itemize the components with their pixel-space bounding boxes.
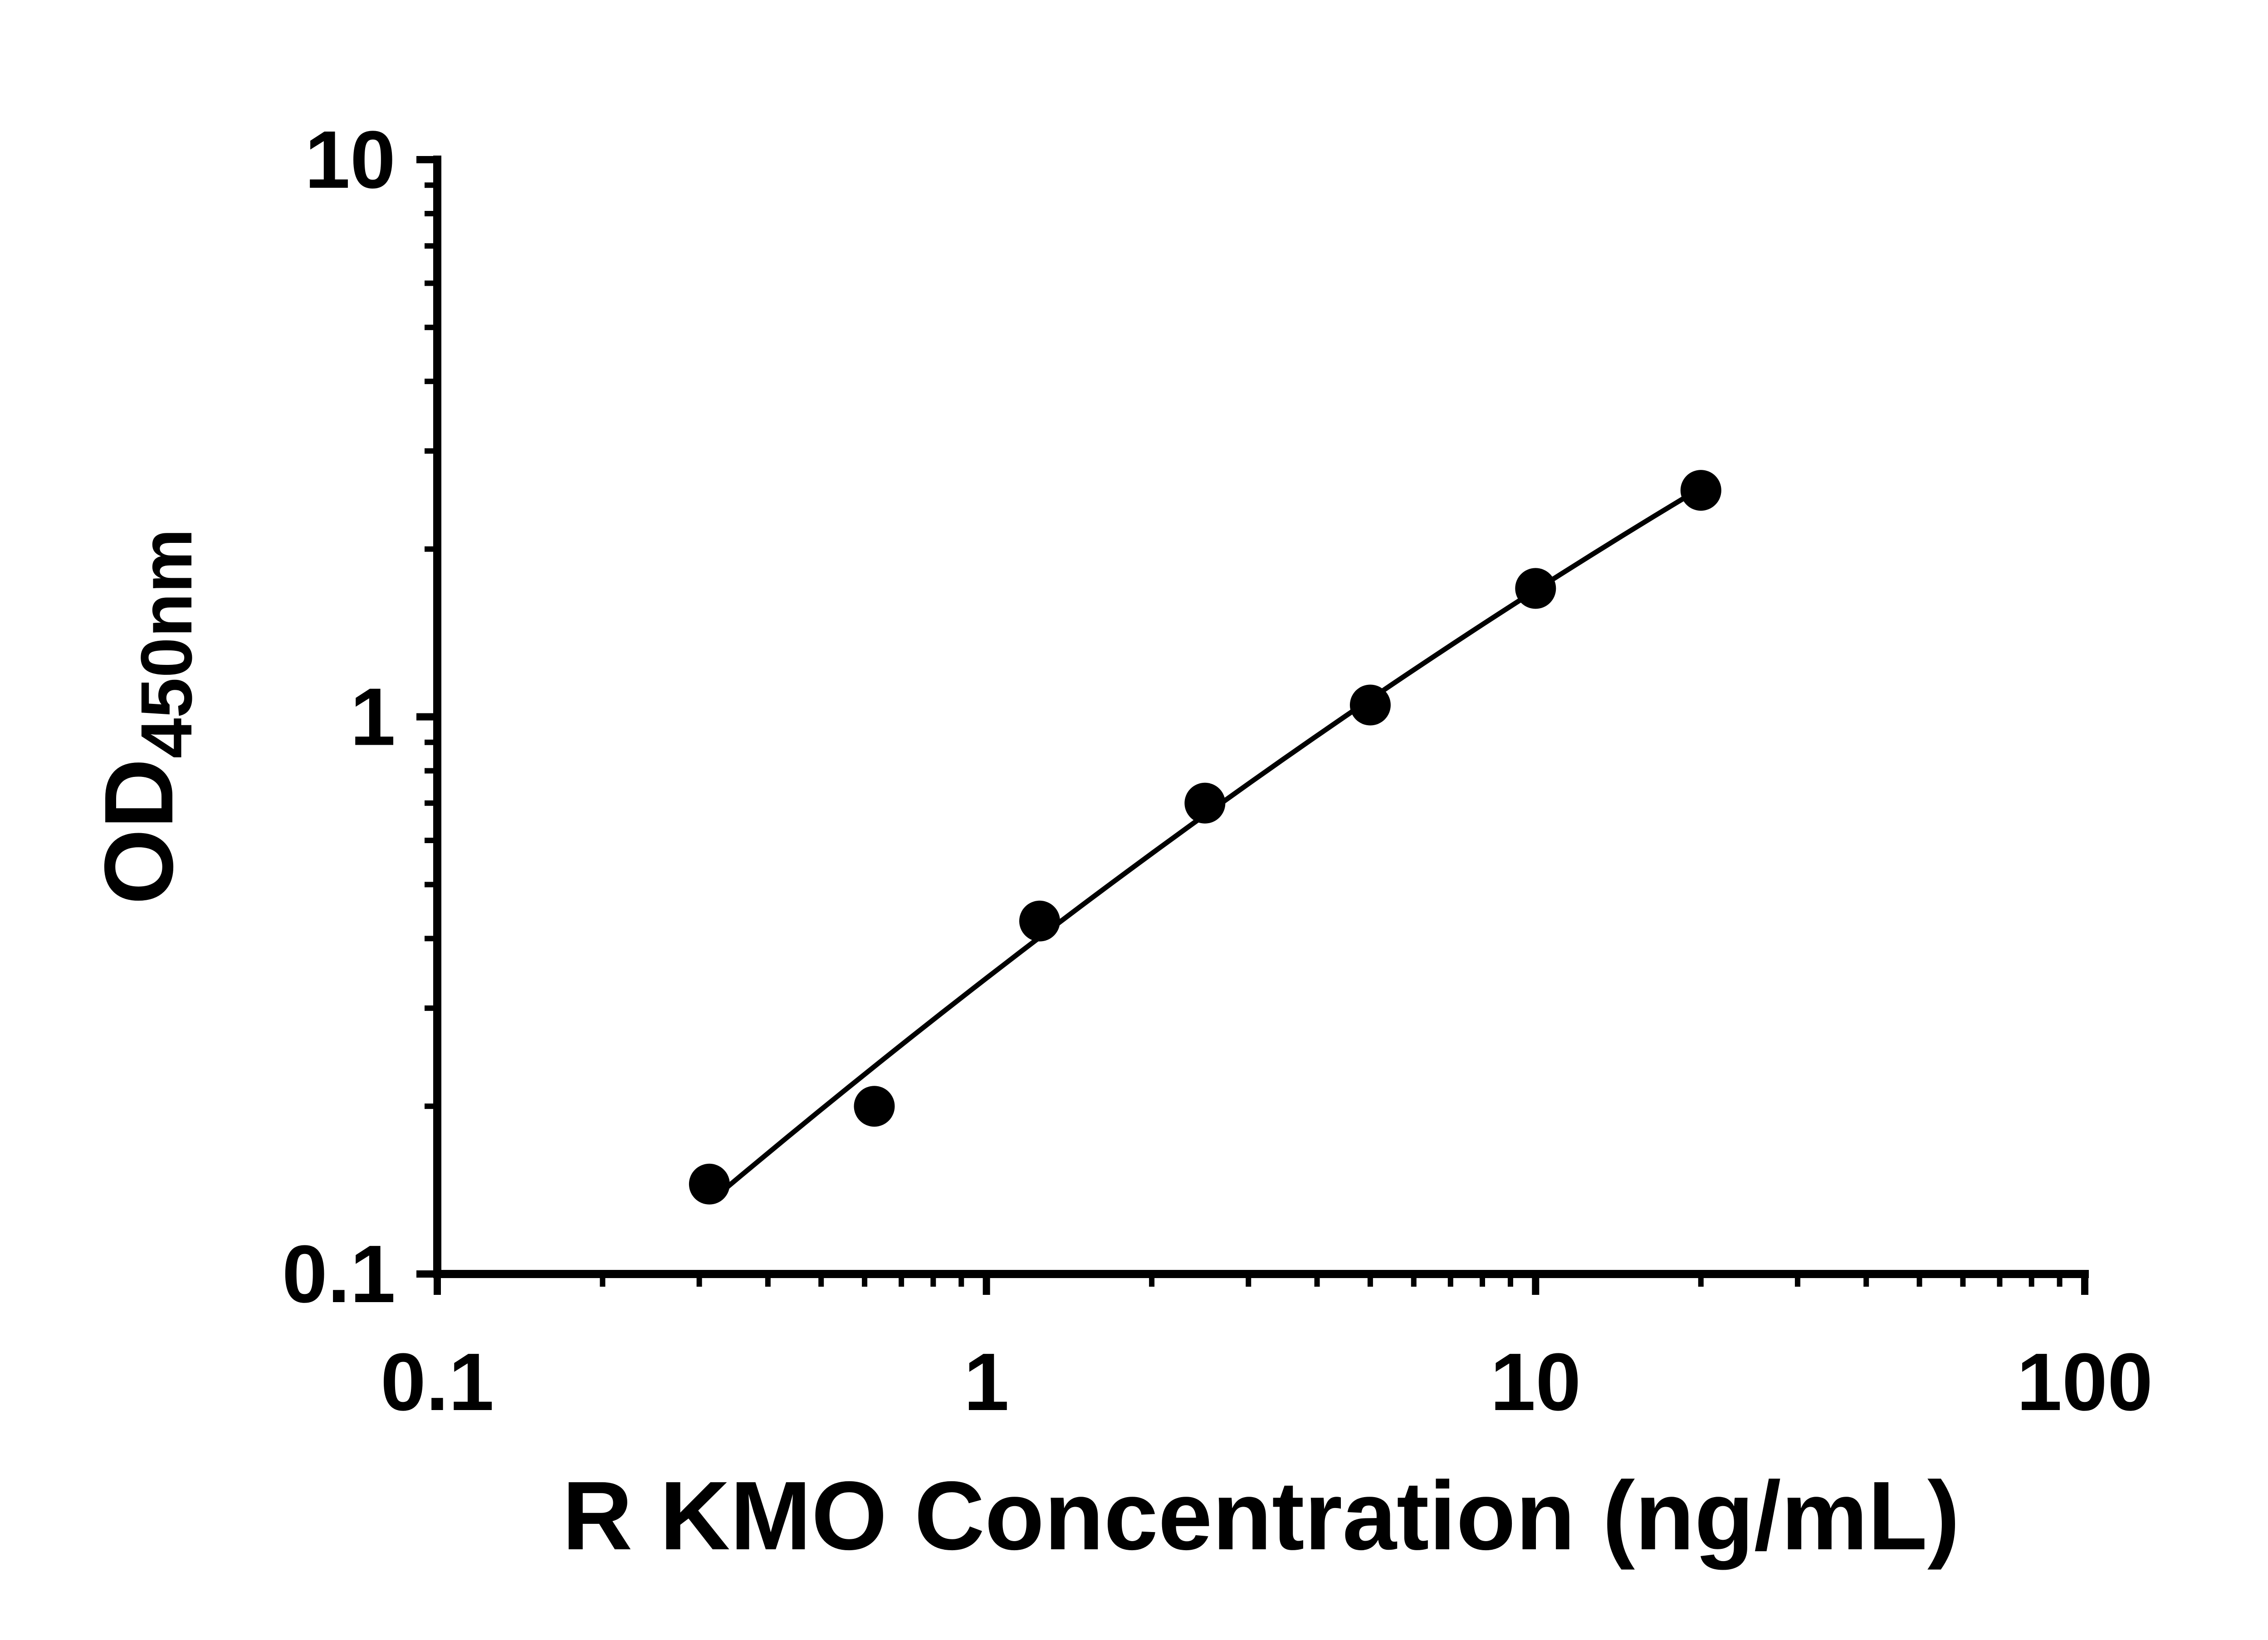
- data-point: [1349, 684, 1391, 726]
- x-tick-label: 1: [964, 1337, 1009, 1428]
- x-tick-label: 0.1: [381, 1337, 494, 1428]
- data-layer: [689, 470, 1721, 1205]
- data-point: [854, 1086, 895, 1127]
- chart-figure: 0.1 1 10 100 0.1 1 10 R KMO Concentration (ng/…: [18, 7, 2268, 1640]
- data-point: [1680, 470, 1721, 511]
- data-point: [1184, 782, 1226, 824]
- y-tick-label: 10: [305, 114, 396, 205]
- x-axis-title: R KMO Concentration (ng/mL): [562, 1461, 1960, 1570]
- x-tick-label: 100: [2017, 1337, 2153, 1428]
- data-point: [1019, 900, 1060, 942]
- y-axis-title: OD450nm: [84, 528, 207, 904]
- y-tick-label: 1: [350, 672, 396, 763]
- data-point: [1515, 568, 1556, 609]
- axes-layer: 0.1 1 10 100 0.1 1 10: [282, 114, 2153, 1428]
- y-tick-label: 0.1: [282, 1229, 396, 1320]
- y-axis-title-main: OD: [84, 758, 193, 905]
- chart-svg: 0.1 1 10 100 0.1 1 10 R KMO Concentration (ng/…: [84, 114, 2153, 1570]
- data-point: [689, 1163, 730, 1205]
- x-tick-label: 10: [1490, 1337, 1581, 1428]
- axis-frame: [433, 156, 2089, 1278]
- y-axis-title-subscript: 450nm: [126, 528, 207, 758]
